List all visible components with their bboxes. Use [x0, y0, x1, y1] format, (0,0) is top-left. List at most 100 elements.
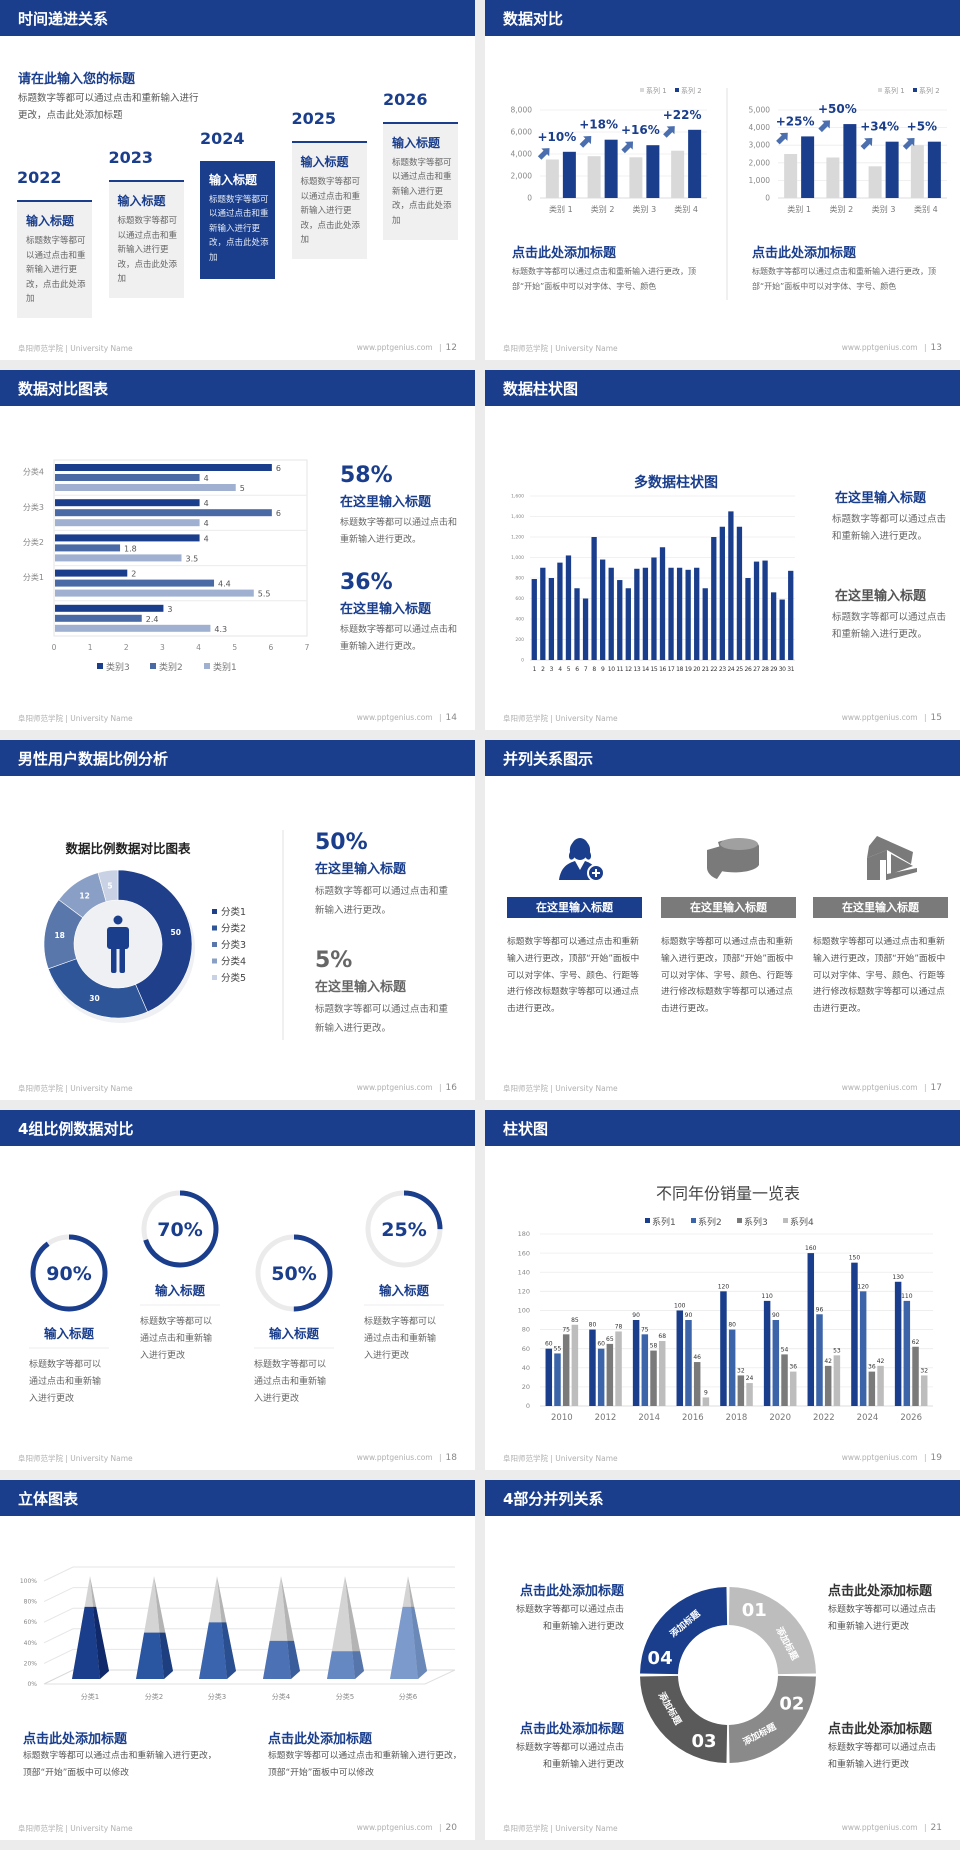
legend-label: 系列 1: [646, 86, 667, 95]
x-tick-label: 2: [541, 666, 545, 673]
footer-right: www.pptgenius.com | 13: [842, 343, 942, 353]
stat-text: 标题数字等都可以通过点击和重新输入进行更改。: [315, 1004, 449, 1034]
legend-swatch: [640, 88, 644, 92]
data-label: 9: [704, 1389, 708, 1396]
slide-title: 男性用户数据比例分析: [18, 750, 169, 768]
x-tick-label: 17: [668, 666, 675, 673]
bar: [927, 141, 941, 198]
legend-label: 系列 2: [681, 86, 702, 95]
slide-header: 4组比例数据对比: [0, 1110, 475, 1146]
block-heading: 在这里输入标题: [835, 589, 927, 604]
pyramid-side: [352, 1651, 364, 1679]
timeline-card: 输入标题 标题数字等都可以通过点击和重新输入进行更改，点击此处添加: [200, 160, 275, 279]
arrow-up-right-icon: [621, 141, 634, 154]
x-tick-label: 0: [52, 643, 57, 652]
legend-swatch: [737, 1218, 742, 1223]
bar: [55, 554, 182, 562]
bar: [548, 578, 555, 660]
legend-swatch: [212, 958, 217, 964]
data-label: 42: [824, 1358, 832, 1365]
bar: [736, 526, 743, 660]
slice-label: 5: [107, 882, 112, 891]
bar: [629, 157, 643, 198]
y-tick-label: 400: [515, 617, 524, 623]
bar: [676, 567, 683, 660]
x-tick-label: 13: [633, 666, 640, 673]
bar: [634, 568, 640, 660]
x-tick-label: 12: [625, 666, 632, 673]
legend-label: 系列2: [698, 1216, 722, 1228]
slice-label: 12: [79, 891, 89, 900]
arrow-shape: [663, 126, 675, 138]
arrow-up-right-icon: [860, 138, 873, 150]
legend-swatch: [645, 1218, 650, 1223]
bar: [531, 579, 537, 660]
column-text: 标题数字等都可以通过点击和重新输入进行更改，顶部“开始”面板中可以对字体、字号、…: [813, 937, 946, 1015]
year-label: 2025: [291, 109, 337, 129]
y-tick-label: 800: [515, 576, 524, 582]
page-number: 18: [445, 1453, 457, 1463]
card-text: 标题数字等都可以通过点击和重新输入进行更改，点击此处添加: [117, 216, 178, 285]
bar: [693, 1362, 701, 1406]
stat-heading: 在这里输入标题: [315, 980, 407, 995]
bar: [685, 1320, 692, 1406]
footer-site: www.pptgenius.com: [356, 1453, 433, 1462]
ring-progress: [30, 1234, 108, 1312]
slide-18: 90% 输入标题 70% 输入标题 50% 输入标题 25% 输入标题 标题数字等都可以通过点击…: [0, 1110, 475, 1470]
bar: [55, 534, 200, 542]
arrow-up-right-icon: [537, 148, 550, 160]
x-tick-label: 类别 2: [591, 204, 615, 214]
legend-label: 系列4: [790, 1216, 814, 1228]
y-tick-label: 600: [515, 596, 524, 602]
data-label: 4: [204, 534, 209, 543]
data-label: 80: [589, 1322, 597, 1329]
data-label: 5.5: [258, 590, 271, 599]
x-tick-label: 31: [787, 666, 794, 673]
bar: [600, 559, 606, 660]
x-tick-label: 分类5: [336, 1692, 354, 1701]
x-tick-label: 27: [753, 666, 760, 673]
y-tick-label: 100: [518, 1307, 530, 1315]
data-label: 150: [849, 1255, 861, 1262]
donut-slice: [117, 869, 193, 1013]
bar: [826, 157, 840, 198]
footer-separator: |: [436, 1823, 442, 1832]
bar: [615, 1331, 622, 1406]
timeline-card: 输入标题 标题数字等都可以通过点击和重新输入进行更改，点击此处添加: [17, 200, 92, 318]
bar: [711, 537, 717, 660]
card-title: 输入标题: [117, 194, 166, 209]
legend-swatch: [97, 663, 103, 669]
data-label: 120: [857, 1283, 869, 1290]
legend-swatch: [212, 909, 217, 914]
x-tick-label: 26: [745, 666, 752, 673]
cycle-segment: [640, 1675, 728, 1763]
x-tick-label: 7: [305, 643, 310, 652]
x-tick-label: 类别 3: [633, 204, 657, 214]
x-tick-label: 类别 1: [787, 204, 811, 214]
gridline: [43, 1628, 455, 1644]
footer-site: www.pptgenius.com: [356, 713, 433, 722]
data-label: 36: [868, 1364, 876, 1371]
x-tick-label: 2014: [638, 1413, 660, 1423]
growth-label: +22%: [663, 108, 702, 122]
pyramid-value: [136, 1632, 173, 1679]
x-tick-label: 2010: [551, 1413, 573, 1423]
data-label: 130: [892, 1274, 904, 1281]
block-heading: 点击此处添加标题: [512, 246, 617, 261]
bar: [668, 567, 674, 660]
block-heading: 点击此处添加标题: [23, 1732, 128, 1747]
y-tick-label: 40%: [24, 1640, 38, 1647]
slide-header: 4部分并列关系: [485, 1480, 960, 1516]
footer-school: 阜阳师范学院 | University Name: [18, 714, 133, 723]
footer-right: www.pptgenius.com | 14: [357, 713, 457, 723]
x-tick-label: 6: [575, 666, 579, 673]
bar: [651, 557, 657, 660]
bar: [676, 1310, 684, 1406]
pyramid-front: [327, 1651, 355, 1679]
x-tick-label: 类别 4: [674, 204, 698, 214]
x-tick-label: 2016: [682, 1413, 704, 1423]
bar: [694, 567, 700, 660]
slide-12: 请在此输入您的标题 标题数字等都可以通过点击和重新输入进行更改，点击此处添加标题 2…: [0, 0, 475, 360]
store-icon: [867, 836, 917, 880]
footer-school: 阜阳师范学院 | University Name: [18, 1084, 133, 1093]
